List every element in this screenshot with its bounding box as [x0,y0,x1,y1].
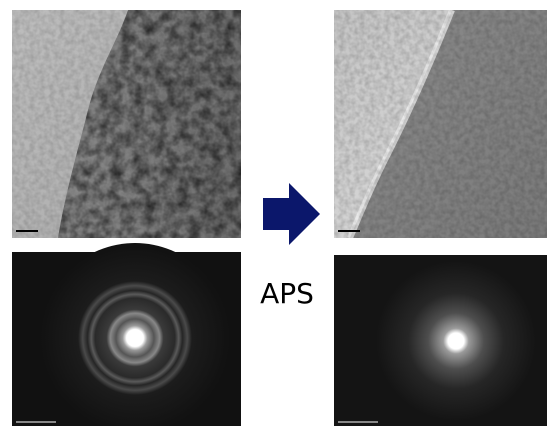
tem-image-after [334,10,547,238]
figure: APS [0,0,548,426]
arrow [263,183,320,245]
tem-image-before [12,10,241,238]
diffraction-after [334,255,547,426]
diffraction-before [12,243,241,426]
treatment-label: APS [260,277,314,310]
figure-canvas: APS [0,0,548,426]
